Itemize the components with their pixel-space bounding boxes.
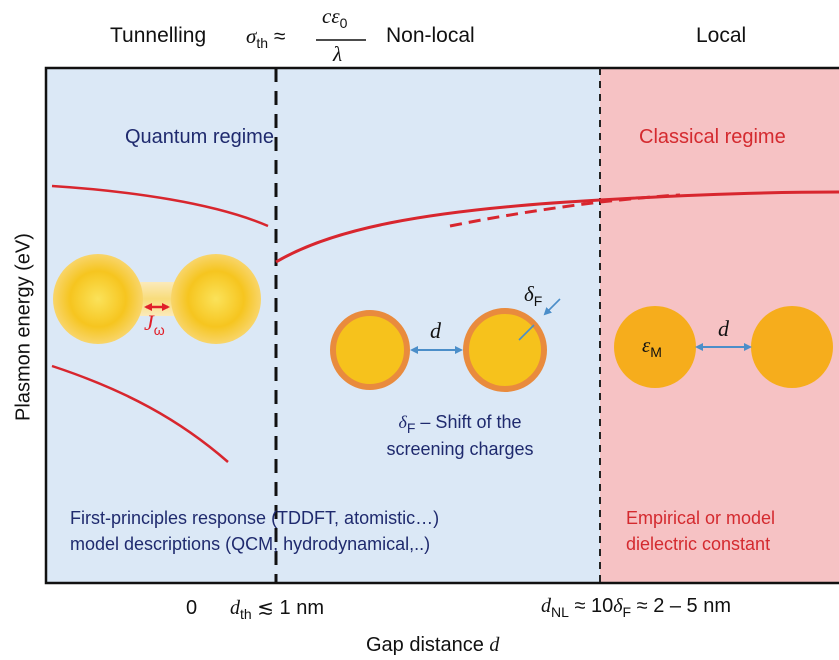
gap-label-nonlocal: d	[430, 318, 441, 343]
classical-methods-line1: Empirical or model	[626, 508, 776, 528]
current-label: Jω	[144, 310, 165, 338]
classical-particle-right	[751, 306, 833, 388]
shift-caption-line1: δF – Shift of the	[398, 412, 522, 436]
tunnelling-dimer	[53, 254, 261, 344]
local-dimer	[614, 306, 833, 388]
shift-caption-line2: screening charges	[386, 439, 534, 459]
nonlocal-dimer	[330, 298, 561, 392]
quantum-regime-label: Quantum regime	[125, 126, 274, 148]
shelled-particle-right	[463, 308, 547, 392]
classical-methods-caption: Empirical or model dielectric constant	[626, 505, 775, 557]
shell-radius-line	[518, 324, 535, 341]
gap-label-local: d	[718, 316, 729, 341]
y-axis-label: Plasmon energy (eV)	[12, 233, 35, 421]
x-axis-label: Gap distance d	[366, 634, 500, 656]
nonlocal-curve	[275, 190, 839, 264]
local-label: Local	[696, 24, 747, 47]
classical-methods-line2: dielectric constant	[626, 534, 771, 554]
nanoparticle-right	[171, 254, 261, 344]
sigma-th-lhs: σth ≈	[246, 24, 286, 51]
shell-pointer-arrow	[543, 298, 561, 316]
x-tick-d-nl: dNL ≈ 10δF ≈ 2 – 5 nm	[541, 595, 732, 620]
classical-regime-label: Classical regime	[639, 126, 786, 148]
shift-caption: δF – Shift of the screening charges	[355, 409, 565, 462]
x-tick-zero: 0	[186, 597, 198, 619]
sigma-numerator: cε0	[322, 4, 348, 31]
tunnelling-label: Tunnelling	[110, 24, 207, 47]
nanoparticle-left	[53, 254, 143, 344]
shelled-particle-left	[330, 310, 410, 390]
sigma-denominator: λ	[333, 42, 343, 66]
quantum-methods-line2: model descriptions (QCM, hydrodynamical,…	[70, 534, 431, 554]
x-tick-d-th: dth ≲ 1 nm	[230, 597, 325, 622]
non-local-label: Non-local	[386, 24, 475, 47]
local-dashed-curve	[449, 193, 681, 228]
tunnelling-lower-curve	[51, 364, 229, 463]
classical-particle-left	[614, 306, 696, 388]
plot-frame	[44, 66, 839, 585]
epsilon-m-label: εM	[642, 333, 662, 360]
tunnelling-upper-curve	[51, 184, 269, 228]
quantum-methods-caption: First-principles response (TDDFT, atomis…	[70, 505, 439, 557]
quantum-methods-line1: First-principles response (TDDFT, atomis…	[70, 508, 440, 528]
delta-f-label: δF	[524, 282, 543, 309]
